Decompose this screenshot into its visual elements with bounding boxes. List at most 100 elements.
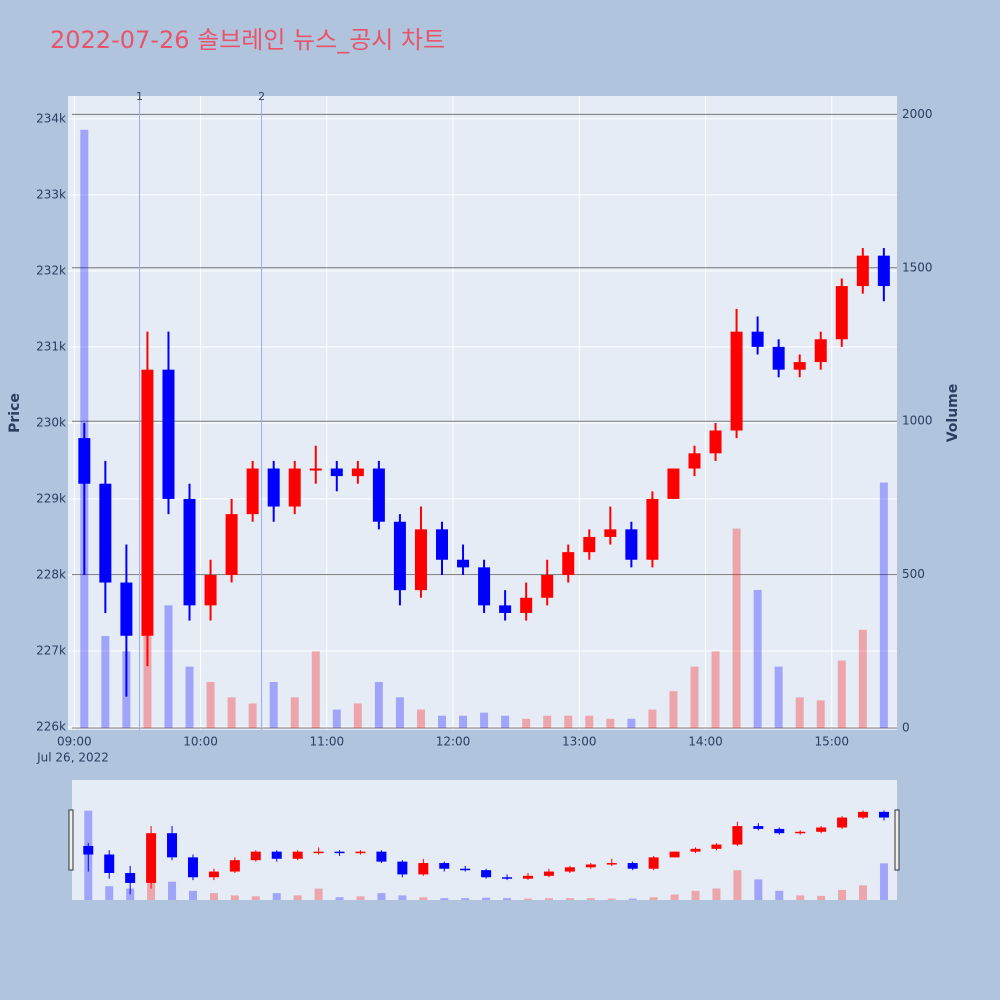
slider-handle[interactable] xyxy=(894,809,900,871)
volume-bar xyxy=(269,681,278,728)
volume-bar xyxy=(564,715,573,728)
volume-bar xyxy=(795,697,804,728)
x-tick-label: 14:00 xyxy=(688,735,723,749)
slider-volume-bar xyxy=(670,894,679,900)
volume-bar xyxy=(753,589,762,728)
x-tick-label: 15:00 xyxy=(814,735,849,749)
slider-candle-body xyxy=(167,833,178,858)
slider-candle-body xyxy=(669,851,680,858)
slider-volume-bar xyxy=(293,895,302,900)
volume-bar xyxy=(290,697,299,728)
volume-bar xyxy=(374,681,383,728)
chart-title: 2022-07-26 솔브레인 뉴스_공시 차트 xyxy=(50,26,445,54)
y-tick-label: 234k xyxy=(36,111,66,125)
slider-volume-bar xyxy=(461,898,470,900)
y-tick-label: 231k xyxy=(36,339,66,353)
slider-candle-body xyxy=(627,863,638,869)
slider-volume-bar xyxy=(524,898,533,900)
y-tick-label: 230k xyxy=(36,415,66,429)
slider-candle-body xyxy=(397,861,408,875)
y-tick-label: 227k xyxy=(36,643,66,657)
slider-volume-bar xyxy=(105,886,114,900)
x-tick-label: 13:00 xyxy=(562,735,597,749)
slider-candle-body xyxy=(460,868,471,871)
slider-candle-body xyxy=(585,864,596,868)
volume-bar xyxy=(164,605,173,728)
slider-volume-bar xyxy=(817,895,826,900)
candle-body xyxy=(856,255,869,287)
slider-candle-body xyxy=(250,851,261,861)
x-tick-label: 11:00 xyxy=(310,735,345,749)
y2-tick-label: 2000 xyxy=(902,107,933,121)
volume-bar xyxy=(332,709,341,728)
candle-body xyxy=(877,255,890,287)
slider-volume-bar xyxy=(879,863,888,900)
volume-bar xyxy=(690,666,699,728)
y2-axis-label: Volume xyxy=(945,384,961,443)
candle-body xyxy=(309,468,322,471)
volume-bar xyxy=(837,660,846,728)
slider-handle[interactable] xyxy=(68,809,74,871)
candle-body xyxy=(814,339,827,363)
slider-candle-body xyxy=(481,870,492,878)
slider-volume-bar xyxy=(335,897,344,900)
candle-body xyxy=(709,430,722,454)
candle-body xyxy=(457,559,470,568)
candle-body xyxy=(625,529,638,560)
volume-bar xyxy=(353,703,362,728)
slider-candle-body xyxy=(313,851,324,854)
candle-body xyxy=(604,529,617,537)
volume-bar xyxy=(627,718,636,728)
slider-volume-bar xyxy=(272,893,281,900)
y-tick-label: 232k xyxy=(36,263,66,277)
slider-volume-bar xyxy=(314,888,323,900)
slider-candle-body xyxy=(858,811,869,818)
date-label: Jul 26, 2022 xyxy=(36,751,109,765)
slider-candle-body xyxy=(208,871,219,878)
volume-bar xyxy=(227,697,236,728)
candle-body xyxy=(204,574,217,606)
volume-bar xyxy=(416,709,425,728)
slider-candle-body xyxy=(418,863,429,875)
candle-body xyxy=(183,498,196,606)
slider-candle-body xyxy=(648,857,659,869)
slider-volume-bar xyxy=(796,895,805,900)
volume-bar xyxy=(879,482,888,728)
slider-volume-bar xyxy=(209,893,218,900)
candle-body xyxy=(835,286,848,340)
volume-bar xyxy=(774,666,783,728)
candle-body xyxy=(436,529,449,560)
slider-candle-body xyxy=(606,863,617,865)
candle-body xyxy=(730,331,743,431)
volume-bar xyxy=(185,666,194,728)
volume-bar xyxy=(816,700,825,728)
candle-body xyxy=(372,468,385,522)
slider-candle-body xyxy=(502,877,513,879)
slider-volume-bar xyxy=(188,890,197,900)
y2-tick-label: 0 xyxy=(902,721,910,735)
candle-body xyxy=(688,453,701,469)
slider-volume-bar xyxy=(440,898,449,900)
candle-body xyxy=(78,438,91,484)
slider-candle-body xyxy=(711,844,722,849)
slider-candle-body xyxy=(355,851,366,854)
slider-volume-bar xyxy=(859,885,868,900)
range-slider[interactable] xyxy=(72,780,897,900)
slider-candle-body xyxy=(271,851,282,859)
volume-bar xyxy=(459,715,468,728)
volume-bar xyxy=(732,528,741,728)
candle-body xyxy=(330,468,343,477)
slider-volume-bar xyxy=(691,890,700,900)
y-tick-label: 228k xyxy=(36,567,66,581)
candle-body xyxy=(751,331,764,347)
y-axis-label: Price xyxy=(7,393,23,433)
candle-body xyxy=(99,483,112,583)
slider-candle-body xyxy=(439,863,450,869)
slider-volume-bar xyxy=(398,895,407,900)
slider-candle-body xyxy=(795,831,806,834)
slider-volume-bar xyxy=(607,898,616,900)
candle-body xyxy=(499,605,512,613)
y2-tick-label: 1000 xyxy=(902,414,933,428)
candle-body xyxy=(393,521,406,591)
candle-body xyxy=(541,574,554,598)
